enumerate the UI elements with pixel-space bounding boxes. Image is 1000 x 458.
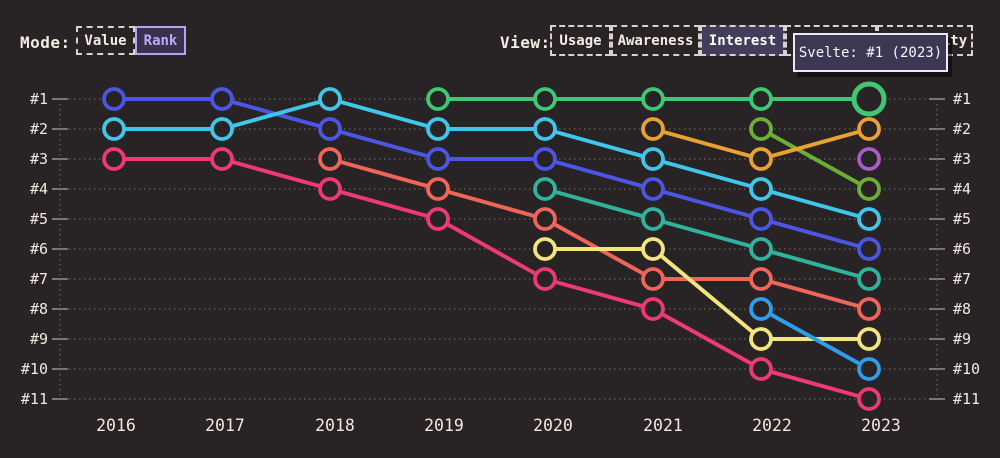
series-line-salmon bbox=[328, 157, 871, 311]
data-point-pink-2021[interactable] bbox=[641, 297, 665, 321]
data-point-sky-blue-2023[interactable] bbox=[857, 357, 881, 381]
data-point-orange-2022[interactable] bbox=[749, 147, 773, 171]
data-point-svelte-green-2021[interactable] bbox=[641, 87, 665, 111]
data-point-purple-2023[interactable] bbox=[857, 147, 881, 171]
data-point-yellow-2023[interactable] bbox=[857, 327, 881, 351]
data-point-blue-2023[interactable] bbox=[857, 237, 881, 261]
data-point-teal-2020[interactable] bbox=[533, 177, 557, 201]
data-point-svelte-green-2023[interactable] bbox=[851, 81, 887, 117]
data-point-blue-2019[interactable] bbox=[426, 147, 450, 171]
data-point-salmon-2021[interactable] bbox=[641, 267, 665, 291]
year-label: 2017 bbox=[205, 416, 245, 435]
view-button-usage[interactable]: Usage bbox=[550, 25, 611, 56]
data-point-svelte-green-2020[interactable] bbox=[533, 87, 557, 111]
series-line-cyan bbox=[112, 97, 871, 221]
view-button-awareness[interactable]: Awareness bbox=[611, 25, 700, 56]
data-point-yellow-2022[interactable] bbox=[749, 327, 773, 351]
year-label: 2023 bbox=[861, 416, 901, 435]
right-rank-label: #10 bbox=[953, 360, 980, 378]
right-rank-label: #5 bbox=[953, 210, 971, 228]
data-point-blue-2017[interactable] bbox=[210, 87, 234, 111]
year-label: 2019 bbox=[424, 416, 464, 435]
left-rank-label: #2 bbox=[30, 120, 48, 138]
data-point-teal-2021[interactable] bbox=[641, 207, 665, 231]
year-label: 2016 bbox=[96, 416, 136, 435]
data-point-cyan-2016[interactable] bbox=[102, 117, 126, 141]
data-point-pink-2017[interactable] bbox=[210, 147, 234, 171]
data-point-cyan-2017[interactable] bbox=[210, 117, 234, 141]
series-line-sky-blue bbox=[759, 307, 871, 371]
data-point-svelte-green-2022[interactable] bbox=[749, 87, 773, 111]
svelte-rank-tooltip: Svelte: #1 (2023) bbox=[793, 33, 948, 72]
left-rank-label: #4 bbox=[30, 180, 48, 198]
data-point-pink-2023[interactable] bbox=[857, 387, 881, 411]
data-point-blue-2021[interactable] bbox=[641, 177, 665, 201]
data-point-cyan-2022[interactable] bbox=[749, 177, 773, 201]
series-line-teal bbox=[543, 187, 871, 281]
right-rank-label: #6 bbox=[953, 240, 971, 258]
left-rank-label: #5 bbox=[30, 210, 48, 228]
data-point-cyan-2021[interactable] bbox=[641, 147, 665, 171]
year-label: 2022 bbox=[752, 416, 792, 435]
data-point-blue-2018[interactable] bbox=[318, 117, 342, 141]
data-point-pink-2016[interactable] bbox=[102, 147, 126, 171]
left-rank-label: #11 bbox=[21, 390, 48, 408]
data-point-salmon-2023[interactable] bbox=[857, 297, 881, 321]
left-rank-label: #9 bbox=[30, 330, 48, 348]
data-point-salmon-2022[interactable] bbox=[749, 267, 773, 291]
right-rank-label: #3 bbox=[953, 150, 971, 168]
left-rank-label: #8 bbox=[30, 300, 48, 318]
data-point-pink-2019[interactable] bbox=[426, 207, 450, 231]
tooltip-text: Svelte: #1 (2023) bbox=[798, 44, 943, 61]
year-label: 2018 bbox=[315, 416, 355, 435]
data-point-blue-2016[interactable] bbox=[102, 87, 126, 111]
data-point-cyan-2020[interactable] bbox=[533, 117, 557, 141]
mode-button-value[interactable]: Value bbox=[76, 26, 135, 55]
year-label: 2021 bbox=[643, 416, 683, 435]
mode-label: Mode: bbox=[20, 33, 71, 52]
data-point-cyan-2023[interactable] bbox=[857, 207, 881, 231]
data-point-blue-2020[interactable] bbox=[533, 147, 557, 171]
data-point-pink-2020[interactable] bbox=[533, 267, 557, 291]
data-point-pink-2018[interactable] bbox=[318, 177, 342, 201]
view-button-interest[interactable]: Interest bbox=[700, 25, 785, 56]
left-rank-label: #6 bbox=[30, 240, 48, 258]
left-rank-label: #1 bbox=[30, 90, 48, 108]
data-point-olive-green-2023[interactable] bbox=[857, 177, 881, 201]
data-point-yellow-2020[interactable] bbox=[533, 237, 557, 261]
data-point-cyan-2019[interactable] bbox=[426, 117, 450, 141]
right-rank-label: #2 bbox=[953, 120, 971, 138]
left-rank-label: #10 bbox=[21, 360, 48, 378]
data-point-orange-2021[interactable] bbox=[641, 117, 665, 141]
mode-button-rank[interactable]: Rank bbox=[135, 26, 186, 55]
data-point-salmon-2018[interactable] bbox=[318, 147, 342, 171]
data-point-teal-2023[interactable] bbox=[857, 267, 881, 291]
data-point-yellow-2021[interactable] bbox=[641, 237, 665, 261]
data-point-salmon-2019[interactable] bbox=[426, 177, 450, 201]
data-point-svelte-green-2019[interactable] bbox=[426, 87, 450, 111]
series-line-pink bbox=[112, 157, 871, 401]
data-point-pink-2022[interactable] bbox=[749, 357, 773, 381]
data-point-sky-blue-2022[interactable] bbox=[749, 297, 773, 321]
right-rank-label: #8 bbox=[953, 300, 971, 318]
right-rank-label: #7 bbox=[953, 270, 971, 288]
right-rank-label: #11 bbox=[953, 390, 980, 408]
data-point-olive-green-2022[interactable] bbox=[749, 117, 773, 141]
data-point-salmon-2020[interactable] bbox=[533, 207, 557, 231]
left-rank-label: #7 bbox=[30, 270, 48, 288]
data-point-cyan-2018[interactable] bbox=[318, 87, 342, 111]
data-point-orange-2023[interactable] bbox=[857, 117, 881, 141]
right-rank-label: #9 bbox=[953, 330, 971, 348]
data-point-blue-2022[interactable] bbox=[749, 207, 773, 231]
left-rank-label: #3 bbox=[30, 150, 48, 168]
year-label: 2020 bbox=[533, 416, 573, 435]
right-rank-label: #1 bbox=[953, 90, 971, 108]
view-label: View: bbox=[500, 33, 551, 52]
series-line-blue bbox=[112, 97, 871, 251]
data-point-teal-2022[interactable] bbox=[749, 237, 773, 261]
right-rank-label: #4 bbox=[953, 180, 971, 198]
series-line-olive-green bbox=[759, 127, 871, 191]
